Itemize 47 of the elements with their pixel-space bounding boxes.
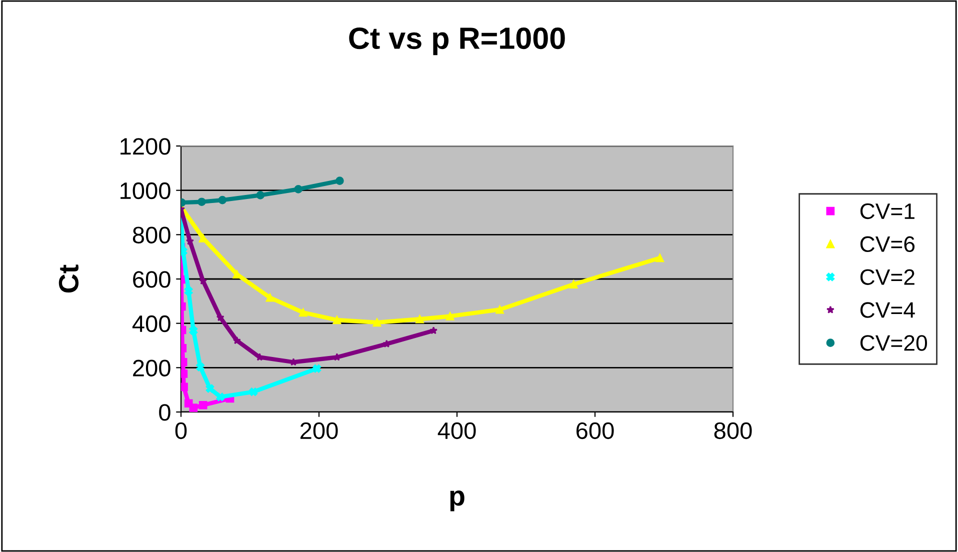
point <box>266 293 274 302</box>
legend-label: CV=2 <box>860 269 914 285</box>
x-tick-label: 800 <box>714 422 752 440</box>
point <box>332 316 342 324</box>
point <box>198 198 206 206</box>
y-tick-label: 800 <box>132 226 170 244</box>
point <box>181 382 188 392</box>
point <box>416 314 424 324</box>
point <box>181 369 188 378</box>
point <box>446 312 454 320</box>
point <box>218 196 227 204</box>
x-tick-label: 200 <box>300 422 338 440</box>
point <box>256 191 265 200</box>
point <box>206 384 214 393</box>
legend-label: CV=20 <box>860 335 928 351</box>
y-tick-label: 200 <box>133 360 170 376</box>
legend-label: CV=4 <box>860 302 915 318</box>
x-tick-label: 0 <box>175 422 187 440</box>
point <box>298 308 308 317</box>
point <box>569 280 578 288</box>
x-tick-label: 600 <box>576 422 614 440</box>
point <box>430 326 438 334</box>
y-tick-label: 0 <box>159 404 170 421</box>
y-tick-label: 1000 <box>120 182 170 200</box>
legend-label: CV=1 <box>860 203 914 220</box>
point <box>496 305 504 314</box>
chart-title: Ct vs p R=1000 <box>349 27 565 56</box>
point <box>336 176 344 185</box>
point <box>184 286 193 296</box>
y-tick-label: 400 <box>132 315 170 332</box>
point <box>656 254 664 262</box>
x-axis-title: p <box>450 490 464 512</box>
point <box>189 326 198 335</box>
point <box>249 388 258 396</box>
point <box>196 362 204 372</box>
y-tick-label: 1200 <box>120 138 170 155</box>
legend-label: CV=6 <box>860 236 915 252</box>
point <box>232 336 241 344</box>
point <box>216 392 224 402</box>
point <box>181 358 188 366</box>
point <box>294 185 302 194</box>
y-axis-title: Ct <box>58 264 79 293</box>
point <box>372 318 382 327</box>
y-tick-label: 600 <box>133 271 170 288</box>
x-tick-label: 400 <box>438 422 476 440</box>
point <box>216 313 224 322</box>
point <box>312 364 322 373</box>
